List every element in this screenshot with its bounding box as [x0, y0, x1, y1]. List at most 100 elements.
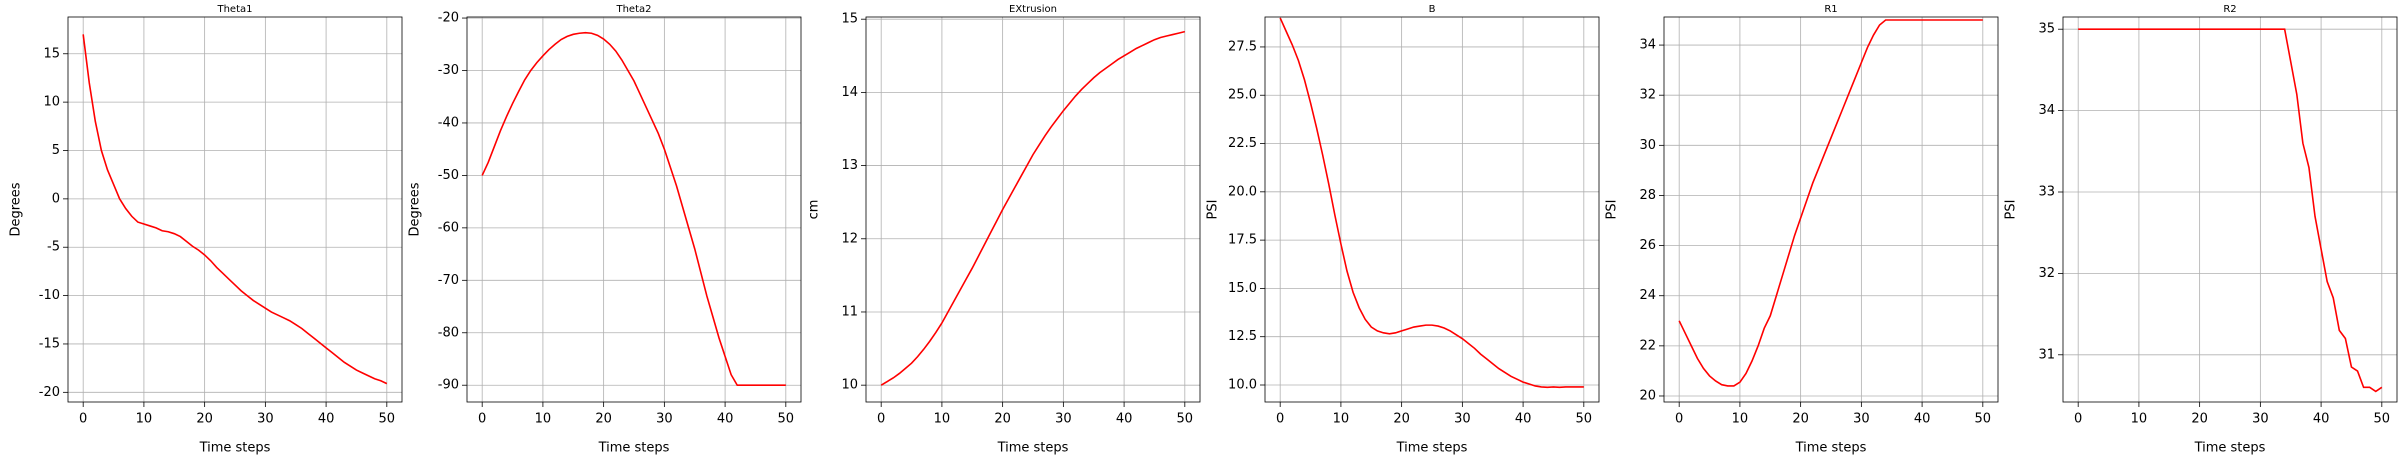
x-tick-label: 20	[595, 412, 612, 427]
y-tick-label: -20	[39, 385, 60, 400]
x-tick-label: 20	[2191, 412, 2208, 427]
chart-title: Theta1	[216, 4, 252, 15]
x-tick-label: 50	[2374, 412, 2391, 427]
x-tick-label: 30	[1055, 412, 1072, 427]
y-tick-label: 33	[2038, 185, 2055, 200]
y-axis-label: PSI	[2004, 200, 2019, 220]
subplot: 0 10 20 30 40 50 10 11 12 13 14 15 EXtrusion Time ste…	[807, 4, 1201, 456]
x-tick-label: 10	[1732, 412, 1749, 427]
x-axis-label: Time steps	[997, 441, 1069, 456]
x-tick-label: 0	[79, 412, 87, 427]
data-line	[880, 30, 1186, 386]
x-tick-label: 40	[2313, 412, 2330, 427]
x-tick-label: 40	[717, 412, 734, 427]
x-tick-label: 10	[1333, 412, 1350, 427]
y-tick-label: 12.5	[1228, 329, 1257, 344]
y-tick-label: 5	[52, 143, 60, 158]
x-tick-label: 20	[1792, 412, 1809, 427]
x-tick-label: 50	[778, 412, 795, 427]
x-tick-label: 50	[379, 412, 396, 427]
y-tick-label: 31	[2038, 347, 2055, 362]
chart-title: Theta2	[615, 4, 651, 15]
y-tick-label: 0	[52, 191, 60, 206]
x-axis-label: Time steps	[1795, 441, 1867, 456]
y-tick-label: 32	[2038, 266, 2055, 281]
x-tick-label: 10	[136, 412, 153, 427]
subplot: 0 10 20 30 40 50 20 22 24 26 28 30 32 34 R1 Time steps P…	[1605, 4, 1999, 456]
x-axis-label: Time steps	[2194, 441, 2266, 456]
y-tick-label: 35	[2038, 22, 2055, 37]
y-tick-label: 26	[1639, 238, 1656, 253]
x-tick-label: 0	[478, 412, 486, 427]
y-tick-label: 10	[841, 378, 858, 393]
x-tick-label: 30	[257, 412, 274, 427]
x-tick-label: 40	[1515, 412, 1532, 427]
x-tick-label: 30	[1454, 412, 1471, 427]
y-tick-label: 27.5	[1228, 39, 1257, 54]
axes-frame	[2062, 16, 2398, 403]
x-tick-label: 20	[196, 412, 213, 427]
axes-frame	[865, 16, 1201, 403]
y-axis-label: cm	[807, 200, 822, 220]
x-tick-label: 20	[994, 412, 1011, 427]
y-tick-label: 12	[841, 231, 858, 246]
chart-title: R1	[1824, 4, 1837, 15]
y-tick-label: 25.0	[1228, 88, 1257, 103]
y-tick-label: -40	[438, 115, 459, 130]
y-tick-label: -15	[39, 336, 60, 351]
y-tick-label: -80	[438, 325, 459, 340]
y-tick-label: 22.5	[1228, 136, 1257, 151]
x-tick-label: 10	[535, 412, 552, 427]
data-line	[481, 31, 786, 387]
y-tick-label: 32	[1639, 88, 1656, 103]
y-tick-label: 15	[43, 46, 60, 61]
x-tick-label: 10	[2131, 412, 2148, 427]
x-tick-label: 10	[934, 412, 951, 427]
x-tick-label: 20	[1393, 412, 1410, 427]
x-axis-label: Time steps	[1396, 441, 1468, 456]
y-tick-label: -50	[438, 168, 459, 183]
chart-title: B	[1429, 4, 1436, 15]
chart-title: R2	[2223, 4, 2236, 15]
data-line	[1678, 19, 1983, 387]
subplot: 0 10 20 30 40 50 10.0 12.5 15.0 17.5 20.0 22.5 25.0 2…	[1206, 4, 1600, 456]
y-tick-label: 34	[1639, 38, 1656, 53]
y-axis-label: PSI	[1206, 200, 1221, 220]
x-tick-label: 40	[1914, 412, 1931, 427]
x-tick-label: 40	[318, 412, 335, 427]
y-tick-label: 20.0	[1228, 184, 1257, 199]
axes-frame	[466, 16, 802, 403]
y-axis-label: Degrees	[9, 182, 24, 236]
x-tick-label: 30	[656, 412, 673, 427]
x-axis-label: Time steps	[598, 441, 670, 456]
y-axis-label: Degrees	[408, 182, 423, 236]
y-tick-label: -70	[438, 273, 459, 288]
y-tick-label: 22	[1639, 338, 1656, 353]
y-tick-label: 15	[841, 12, 858, 27]
subplot: 0 10 20 30 40 50 31 32 33 34 35 R2 Time steps PSI	[2004, 4, 2398, 456]
y-tick-label: 17.5	[1228, 233, 1257, 248]
y-tick-label: 34	[2038, 103, 2055, 118]
y-axis-label: PSI	[1605, 200, 1620, 220]
axes-frame	[67, 16, 403, 403]
y-tick-label: -90	[438, 378, 459, 393]
chart-title: EXtrusion	[1009, 4, 1057, 15]
x-tick-label: 0	[877, 412, 885, 427]
y-tick-label: 14	[841, 85, 858, 100]
x-tick-label: 0	[1675, 412, 1683, 427]
y-tick-label: -5	[47, 240, 60, 255]
y-tick-label: -30	[438, 63, 459, 78]
axes-frame	[1663, 16, 1999, 403]
data-line	[82, 34, 388, 385]
y-tick-label: 20	[1639, 388, 1656, 403]
x-tick-label: 50	[1177, 412, 1194, 427]
y-tick-label: 24	[1639, 288, 1656, 303]
y-tick-label: 28	[1639, 188, 1656, 203]
x-axis-label: Time steps	[199, 441, 271, 456]
y-tick-label: -60	[438, 220, 459, 235]
x-tick-label: 50	[1576, 412, 1593, 427]
y-tick-label: -10	[39, 288, 60, 303]
axes-frame	[1264, 16, 1600, 403]
data-line	[2078, 28, 2383, 393]
